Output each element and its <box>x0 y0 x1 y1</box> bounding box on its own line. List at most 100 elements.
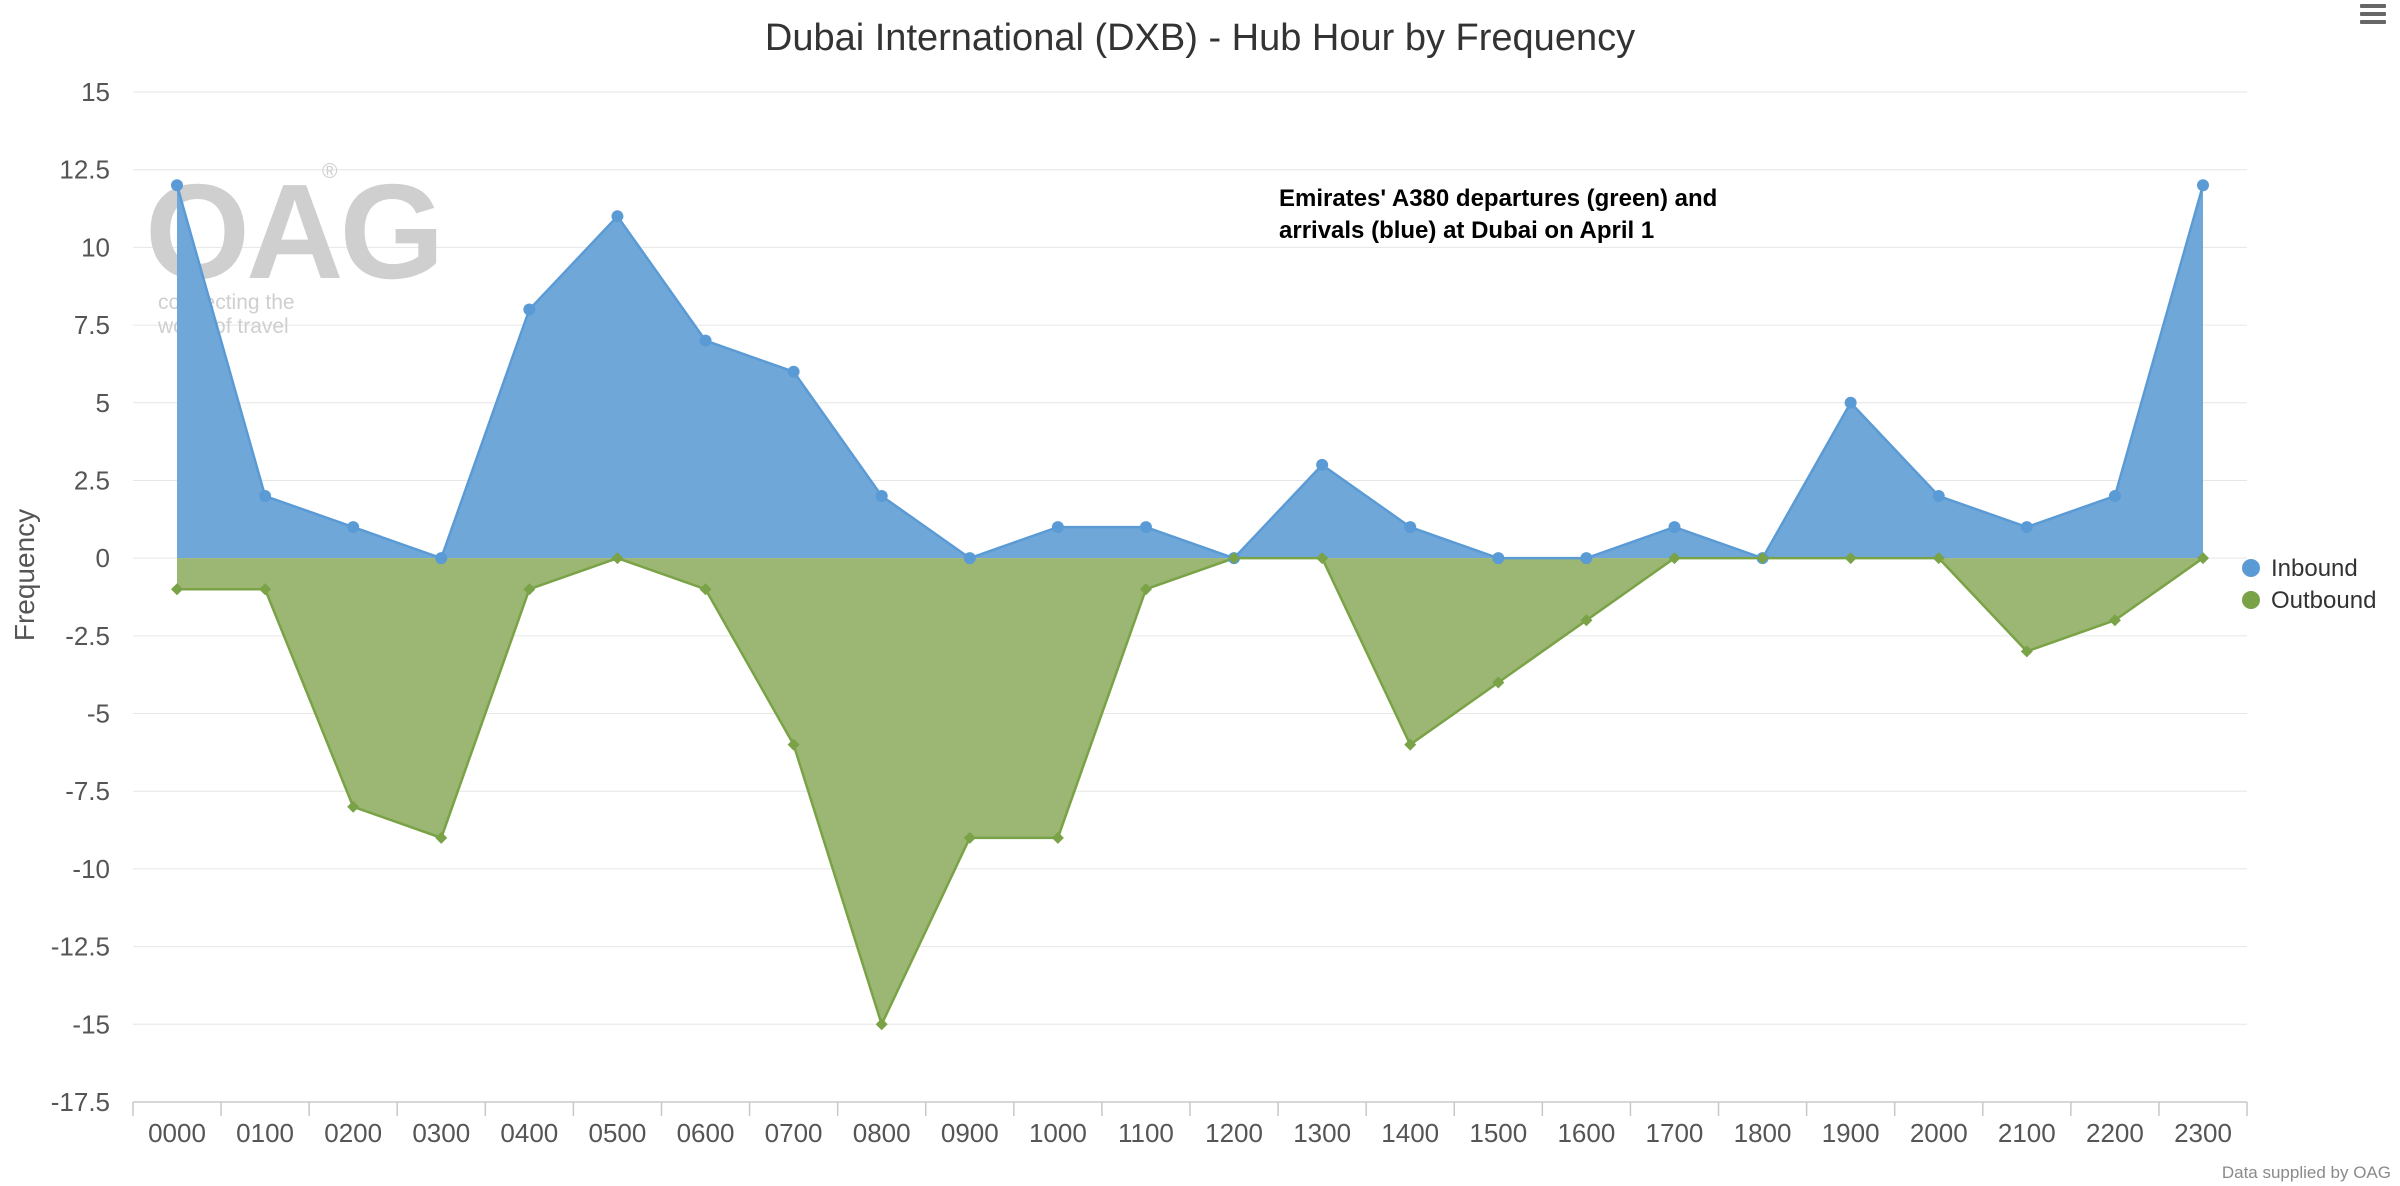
watermark-registered-mark: ® <box>322 160 338 183</box>
outbound-point <box>963 831 976 844</box>
y-tick-label: 15 <box>81 77 110 107</box>
legend: Inbound Outbound <box>2242 555 2376 614</box>
outbound-point <box>1844 552 1857 565</box>
x-tick-label: 1100 <box>1118 1118 1174 1148</box>
outbound-point <box>1756 552 1769 565</box>
inbound-point <box>2020 521 2033 534</box>
y-tick-label: 2.5 <box>74 465 110 495</box>
inbound-point <box>1404 521 1417 534</box>
outbound-point <box>171 583 183 596</box>
outbound-point <box>2020 645 2033 658</box>
inbound-point <box>2108 490 2121 502</box>
outbound-point <box>2197 552 2209 565</box>
y-tick-label: 0 <box>96 543 110 573</box>
y-tick-label: -17.5 <box>51 1087 110 1117</box>
x-tick-label: 2000 <box>1910 1118 1968 1148</box>
inbound-point <box>171 179 183 192</box>
inbound-point <box>435 552 448 565</box>
data-credit: Data supplied by OAG <box>2222 1163 2391 1182</box>
outbound-point <box>1580 614 1593 627</box>
inbound-line <box>175 184 2205 560</box>
outbound-point <box>1932 552 1945 565</box>
outbound-point <box>699 583 712 596</box>
legend-label: Inbound <box>2271 555 2358 582</box>
chart-title: Dubai International (DXB) - Hub Hour by … <box>765 17 1635 59</box>
y-tick-label: 12.5 <box>59 155 110 185</box>
x-tick-label: 0400 <box>500 1118 558 1148</box>
series-lines <box>175 184 2205 1028</box>
outbound-point <box>259 583 272 596</box>
legend-item-outbound[interactable]: Outbound <box>2242 587 2376 614</box>
y-tick-label: -12.5 <box>51 932 110 962</box>
outbound-line <box>177 556 2204 1028</box>
outbound-point <box>1139 583 1152 596</box>
x-tick-label: 0600 <box>677 1118 735 1148</box>
outbound-point <box>1404 738 1417 751</box>
outbound-point <box>1228 552 1241 565</box>
inbound-point <box>1316 458 1329 471</box>
y-tick-label: -15 <box>72 1009 110 1039</box>
x-tick-label: 0800 <box>853 1118 911 1148</box>
annotation-line-2: arrivals (blue) at Dubai on April 1 <box>1279 217 1654 244</box>
outbound-area <box>177 558 2203 1025</box>
inbound-point <box>787 365 800 378</box>
x-axis: 0000 0100 0200 0300 0400 0500 0600 0700 0800 0900… <box>132 1101 2248 1148</box>
annotation-line-1: Emirates' A380 departures (green) and <box>1279 185 1717 212</box>
y-tick-label: -10 <box>72 854 110 884</box>
inbound-point <box>2197 179 2209 192</box>
y-tick-label: 5 <box>96 388 110 418</box>
x-tick-label: 0200 <box>324 1118 382 1148</box>
inbound-point <box>611 210 624 223</box>
x-tick-label: 1300 <box>1293 1118 1351 1148</box>
x-tick-label: 1700 <box>1646 1118 1704 1148</box>
x-tick-label: 0000 <box>148 1118 206 1148</box>
outbound-point <box>875 1018 888 1031</box>
y-tick-label: -2.5 <box>65 621 110 651</box>
outbound-point <box>611 552 624 565</box>
y-tick-label: 7.5 <box>74 310 110 340</box>
outbound-point <box>435 831 448 844</box>
outbound-point <box>2108 614 2121 627</box>
x-tick-label: 2300 <box>2174 1118 2232 1148</box>
x-tick-label: 0300 <box>412 1118 470 1148</box>
inbound-point <box>1139 521 1152 534</box>
outbound-point <box>1316 552 1329 565</box>
x-tick-label: 1800 <box>1734 1118 1792 1148</box>
legend-marker <box>2242 559 2260 577</box>
inbound-point <box>1580 552 1593 565</box>
legend-marker <box>2242 591 2260 609</box>
inbound-point <box>1492 552 1505 565</box>
x-tick-label: 1400 <box>1381 1118 1439 1148</box>
outbound-point <box>523 583 536 596</box>
y-axis-ticks: 15 12.5 10 7.5 5 2.5 0 -2.5 -5 -7.5 -10 -12.5 -15 -17… <box>51 77 110 1117</box>
x-tick-label: 0700 <box>765 1118 823 1148</box>
x-tick-label: 1200 <box>1205 1118 1263 1148</box>
y-axis-label: Frequency <box>9 509 40 641</box>
inbound-point <box>1932 490 1945 502</box>
inbound-point <box>523 303 536 316</box>
inbound-point <box>1668 521 1681 534</box>
area-series <box>177 185 2203 1025</box>
x-tick-label: 0500 <box>589 1118 647 1148</box>
hamburger-menu-icon[interactable] <box>2352 2 2392 32</box>
x-tick-label: 0900 <box>941 1118 999 1148</box>
inbound-area <box>177 185 2203 559</box>
outbound-point <box>787 738 800 751</box>
x-tick-label: 2100 <box>1998 1118 2056 1148</box>
y-tick-label: -7.5 <box>65 776 110 806</box>
x-tick-label: 0100 <box>236 1118 294 1148</box>
x-tick-label: 1900 <box>1822 1118 1880 1148</box>
inbound-point <box>1844 396 1857 409</box>
watermark-tagline-line-2: world of travel <box>157 315 289 338</box>
inbound-point <box>963 552 976 565</box>
x-tick-label: 1000 <box>1029 1118 1087 1148</box>
inbound-point <box>259 490 272 502</box>
x-tick-label: 1600 <box>1557 1118 1615 1148</box>
y-tick-label: -5 <box>87 699 110 729</box>
legend-item-inbound[interactable]: Inbound <box>2242 555 2358 582</box>
outbound-point <box>1492 676 1505 689</box>
outbound-point <box>1051 831 1064 844</box>
x-tick-label: 1500 <box>1469 1118 1527 1148</box>
inbound-point <box>699 334 712 347</box>
